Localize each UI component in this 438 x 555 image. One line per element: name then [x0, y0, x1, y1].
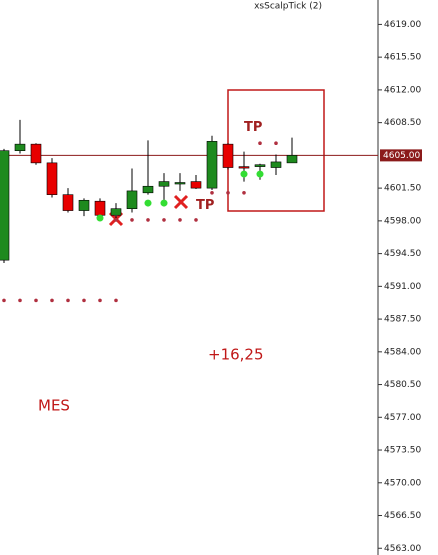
y-tick-label: 4594.50 [384, 249, 421, 259]
candle-body [30, 143, 42, 164]
candle-body [270, 161, 282, 168]
y-tick-label: 4601.50 [384, 184, 421, 194]
y-tick-label: 4563.00 [384, 544, 421, 554]
marker-dot [256, 170, 264, 178]
candle-body [142, 185, 154, 194]
marker-dot [194, 218, 198, 222]
tp-label: TP [196, 198, 214, 213]
y-tick-label: 4591.00 [384, 282, 421, 292]
candle-body [126, 190, 138, 209]
candle-body [62, 194, 74, 211]
symbol: MES [38, 397, 70, 415]
marker-dot [162, 218, 166, 222]
candle-body [238, 166, 250, 169]
candle-body [0, 150, 10, 261]
y-tick-label: 4615.50 [384, 53, 421, 63]
marker-dot [130, 218, 134, 222]
marker-dot [34, 298, 38, 303]
marker-dot [114, 218, 118, 222]
tp-label: TP [244, 120, 262, 135]
candle-body [78, 199, 90, 211]
candle-body [254, 164, 266, 167]
marker-dot [50, 298, 54, 303]
y-tick-label: 4573.50 [384, 446, 421, 456]
marker-dot [114, 298, 118, 303]
marker-dot [178, 218, 182, 222]
current-price-box [380, 149, 422, 162]
candle-body [190, 181, 202, 189]
marker-dot [2, 298, 6, 303]
profit: +16,25 [208, 346, 264, 364]
marker-dot [226, 190, 230, 195]
y-tick-label: 4577.00 [384, 413, 421, 423]
indicator-title: xsScalpTick (2) [254, 2, 322, 12]
y-tick-label: 4612.00 [384, 85, 421, 95]
candle-body [158, 181, 170, 187]
y-tick-label: 4587.50 [384, 315, 421, 325]
y-tick-label: 4566.50 [384, 511, 421, 521]
y-tick-label: 4608.50 [384, 118, 421, 128]
candle-body [46, 162, 58, 195]
marker-dot [242, 190, 246, 195]
candle-body [206, 141, 218, 189]
candle-body [174, 182, 186, 185]
marker-dot [274, 141, 278, 146]
marker-dot [18, 298, 22, 303]
y-tick-label: 4580.50 [384, 380, 421, 390]
y-tick-label: 4619.00 [384, 20, 421, 30]
marker-dot [144, 199, 152, 207]
marker-dot [146, 218, 150, 222]
y-tick-label: 4584.00 [384, 347, 421, 357]
marker-dot [160, 199, 168, 207]
current-price-label: 4605.00 [383, 151, 420, 161]
marker-dot [82, 298, 86, 303]
y-tick-label: 4570.00 [384, 478, 421, 488]
candle-body [14, 143, 26, 152]
y-tick-label: 4598.00 [384, 216, 421, 226]
candle-body [110, 208, 122, 216]
marker-dot [210, 190, 214, 195]
candle-body [286, 155, 298, 164]
marker-dot [240, 170, 248, 178]
candle-body [222, 143, 234, 168]
marker-dot [98, 298, 102, 303]
candle-body [94, 200, 106, 216]
marker-dot [96, 214, 104, 222]
marker-dot [258, 141, 262, 146]
marker-dot [66, 298, 70, 303]
